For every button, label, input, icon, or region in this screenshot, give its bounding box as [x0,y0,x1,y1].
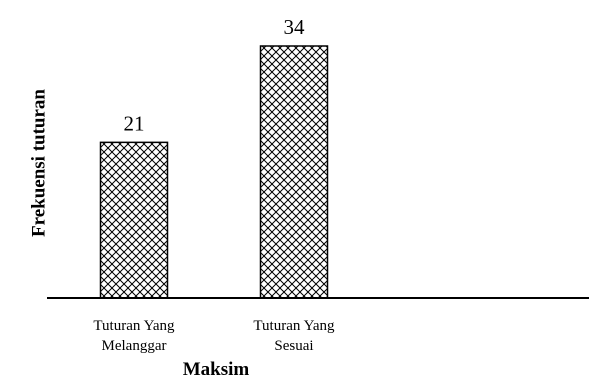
x-tick-label-1-0: Tuturan Yang [253,318,335,334]
y-axis-label: Frekuensi tuturan [28,89,49,237]
x-tick-label-1-1: Sesuai [274,338,313,354]
data-label-1: 34 [284,15,306,39]
x-tick-label-0-1: Melanggar [102,338,167,354]
x-tick-label-0-0: Tuturan Yang [93,318,175,334]
x-axis-label: Maksim [183,359,250,378]
bar-1 [259,45,329,299]
bar-0 [99,141,169,299]
data-label-0: 21 [124,111,145,135]
bar-series: 21 Tuturan Yang Melanggar 34 Tuturan Yang Ses… [93,15,335,354]
